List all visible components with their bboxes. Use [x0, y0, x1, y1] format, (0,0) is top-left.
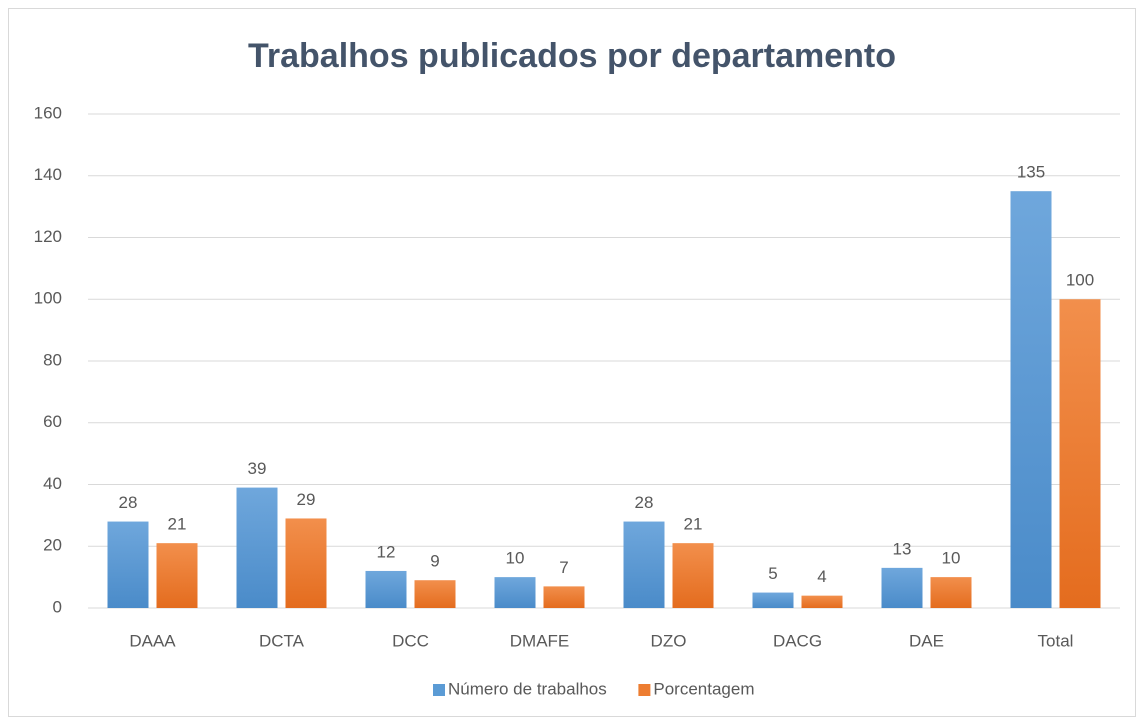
x-tick-label: DACG — [773, 631, 822, 650]
y-tick-label: 140 — [34, 165, 62, 184]
legend-label: Porcentagem — [653, 679, 754, 698]
data-label: 10 — [506, 549, 525, 568]
data-label: 4 — [817, 567, 826, 586]
bar — [623, 521, 665, 608]
data-label: 7 — [559, 558, 568, 577]
y-tick-label: 60 — [43, 412, 62, 431]
y-tick-label: 160 — [34, 103, 62, 122]
y-tick-label: 0 — [53, 597, 62, 616]
bar — [107, 521, 149, 608]
x-tick-label: DZO — [651, 631, 687, 650]
x-tick-label: DAAA — [129, 631, 176, 650]
bar — [236, 487, 278, 608]
bar — [156, 543, 198, 608]
bar — [543, 586, 585, 608]
x-tick-label: Total — [1038, 631, 1074, 650]
x-tick-label: DAE — [909, 631, 944, 650]
x-tick-label: DMAFE — [510, 631, 570, 650]
data-label: 12 — [377, 542, 396, 561]
bar — [1010, 191, 1052, 608]
bar — [881, 567, 923, 608]
data-label: 21 — [168, 515, 187, 534]
data-label: 39 — [248, 459, 267, 478]
data-label: 100 — [1066, 271, 1094, 290]
bar — [752, 592, 794, 608]
bar — [285, 518, 327, 608]
x-tick-label: DCTA — [259, 631, 305, 650]
legend-swatch — [433, 684, 445, 696]
data-label: 10 — [942, 549, 961, 568]
y-tick-label: 40 — [43, 474, 62, 493]
data-label: 28 — [635, 493, 654, 512]
data-label: 29 — [297, 490, 316, 509]
chart-border — [8, 8, 1136, 717]
data-label: 21 — [684, 515, 703, 534]
bar — [365, 570, 407, 608]
bar — [414, 580, 456, 608]
bar — [801, 595, 843, 608]
legend-label: Número de trabalhos — [448, 679, 607, 698]
data-label: 13 — [893, 539, 912, 558]
x-tick-label: DCC — [392, 631, 429, 650]
legend-swatch — [638, 684, 651, 696]
chart-title: Trabalhos publicados por departamento — [248, 37, 896, 75]
y-tick-label: 100 — [34, 289, 62, 308]
bar — [1059, 299, 1101, 608]
data-label: 9 — [430, 552, 439, 571]
bar — [930, 577, 972, 608]
bar — [672, 543, 714, 608]
y-tick-label: 120 — [34, 227, 62, 246]
y-tick-label: 20 — [43, 536, 62, 555]
data-label: 28 — [119, 493, 138, 512]
bar — [494, 577, 536, 608]
data-label: 135 — [1017, 163, 1045, 182]
data-label: 5 — [768, 564, 777, 583]
y-tick-label: 80 — [43, 350, 62, 369]
